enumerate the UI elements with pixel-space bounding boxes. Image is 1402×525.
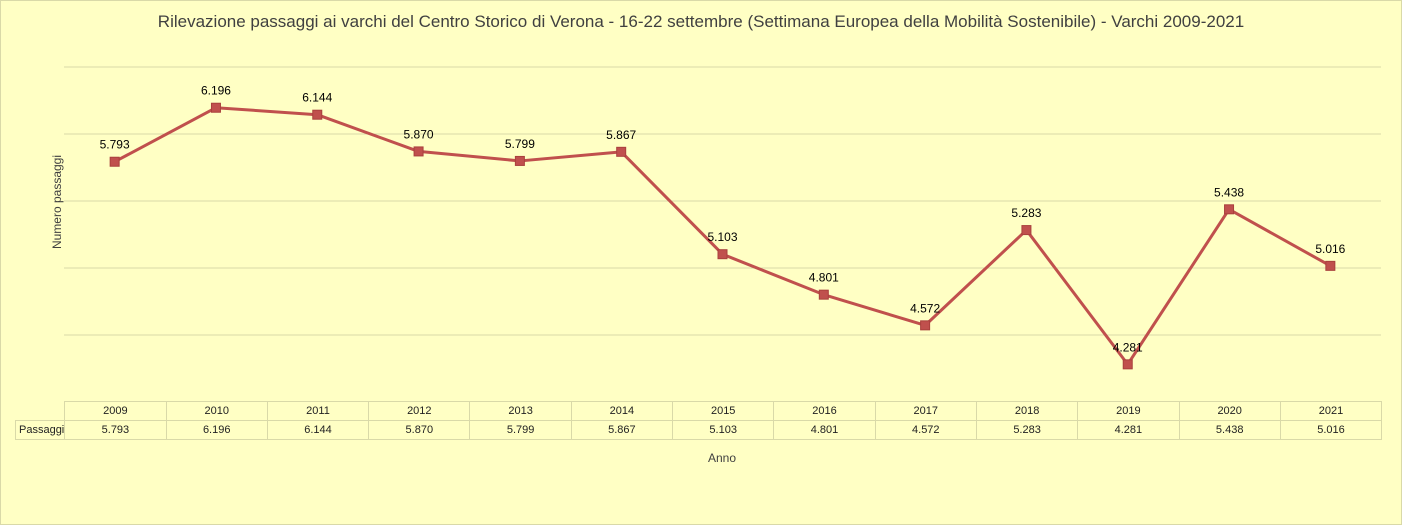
- data-table-value-2014: 5.867: [570, 420, 674, 440]
- data-table-year-2012: 2012: [368, 401, 471, 421]
- data-table-value-2016: 4.801: [773, 420, 876, 440]
- data-point-2010: [210, 102, 221, 113]
- data-label-2010: 6.196: [201, 84, 231, 98]
- data-table-value-2009: 5.793: [64, 420, 167, 440]
- data-table-year-2018: 2018: [975, 401, 1079, 421]
- data-table-value-2010: 6.196: [165, 420, 268, 440]
- data-table-year-2015: 2015: [672, 401, 775, 421]
- data-point-2011: [312, 109, 323, 120]
- data-label-2013: 5.799: [505, 137, 535, 151]
- data-table-year-2021: 2021: [1279, 401, 1383, 421]
- chart-title: Rilevazione passaggi ai varchi del Centr…: [157, 12, 1245, 31]
- data-table-value-2019: 4.281: [1077, 420, 1180, 440]
- data-table-value-2020: 5.438: [1178, 420, 1281, 440]
- data-table-value-2021: 5.016: [1279, 420, 1383, 440]
- data-label-2017: 4.572: [910, 301, 940, 315]
- data-label-2014: 5.867: [606, 128, 636, 142]
- data-table-header-row: 2009 2010 2011 2012 2013 2014 2015 2016 2017 2018…: [15, 401, 1383, 421]
- data-table-value-2012: 5.870: [368, 420, 471, 440]
- data-label-2015: 5.103: [707, 230, 737, 244]
- data-label-2011: 6.144: [302, 91, 332, 105]
- data-table-year-2010: 2010: [165, 401, 268, 421]
- gridlines: [64, 66, 1381, 336]
- x-axis-label: Anno: [707, 451, 737, 465]
- data-label-2021: 5.016: [1315, 242, 1345, 256]
- data-table-value-2015: 5.103: [672, 420, 775, 440]
- data-table-corner: [15, 401, 66, 421]
- data-point-2017: [920, 320, 931, 331]
- data-labels: 5.793 6.196 6.144 5.870 5.799 5.867 5.103 4.801…: [100, 84, 1346, 355]
- data-table-year-2019: 2019: [1077, 401, 1180, 421]
- data-table: 2009 2010 2011 2012 2013 2014 2015 2016 2017 2018…: [14, 401, 1383, 440]
- data-point-2018: [1021, 225, 1032, 236]
- data-table-value-2017: 4.572: [874, 420, 977, 440]
- data-label-2012: 5.870: [404, 127, 434, 141]
- data-table-year-2013: 2013: [469, 401, 572, 421]
- data-point-2016: [818, 289, 829, 300]
- data-table-year-2011: 2011: [266, 401, 370, 421]
- data-label-2020: 5.438: [1214, 185, 1244, 199]
- data-point-2014: [616, 146, 627, 157]
- data-point-2013: [514, 155, 525, 166]
- data-table-value-2013: 5.799: [469, 420, 572, 440]
- data-table-value-2011: 6.144: [266, 420, 370, 440]
- data-table-value-2018: 5.283: [975, 420, 1079, 440]
- data-label-2018: 5.283: [1011, 206, 1041, 220]
- series-markers: [109, 102, 1336, 370]
- data-label-2016: 4.801: [809, 271, 839, 285]
- data-label-2009: 5.793: [100, 138, 130, 152]
- data-table-row: Passaggi 5.793 6.196 6.144 5.870 5.799 5.867 5…: [14, 420, 1383, 440]
- data-point-2019: [1122, 359, 1133, 370]
- data-point-2012: [413, 146, 424, 157]
- data-table-year-2014: 2014: [570, 401, 674, 421]
- data-point-2020: [1224, 204, 1235, 215]
- data-table-year-2020: 2020: [1178, 401, 1281, 421]
- data-point-2009: [109, 156, 120, 167]
- data-label-2019: 4.281: [1113, 340, 1143, 354]
- data-table-year-2016: 2016: [773, 401, 876, 421]
- data-point-2015: [717, 249, 728, 260]
- data-table-series-name: Passaggi: [14, 420, 66, 440]
- data-table-year-2017: 2017: [874, 401, 977, 421]
- data-point-2021: [1325, 260, 1336, 271]
- data-table-year-2009: 2009: [64, 401, 167, 421]
